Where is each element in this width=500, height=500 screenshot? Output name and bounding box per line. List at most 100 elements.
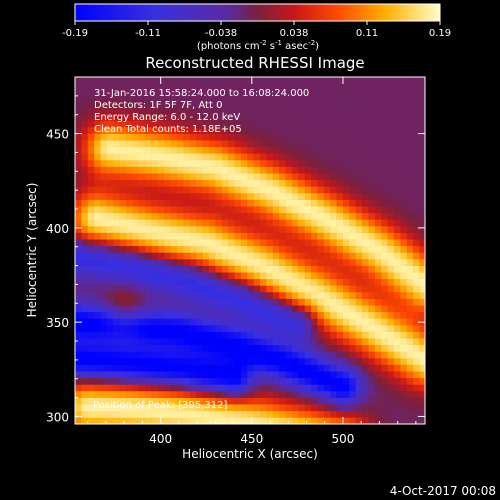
heatmap-cell — [240, 159, 248, 167]
heatmap-cell — [202, 258, 210, 266]
heatmap-cell — [260, 107, 267, 115]
heatmap-cell — [138, 384, 146, 392]
heatmap-cell — [138, 371, 146, 379]
heatmap-cell — [100, 272, 108, 280]
heatmap-cell — [240, 146, 248, 154]
heatmap-cell — [253, 232, 261, 240]
heatmap-cell — [291, 252, 299, 260]
heatmap-cell — [349, 391, 357, 398]
heatmap-cell — [394, 146, 401, 154]
heatmap-cell — [75, 93, 82, 101]
heatmap-cell — [266, 397, 274, 405]
heatmap-cell — [330, 338, 337, 346]
heatmap-cell — [240, 219, 248, 227]
heatmap-cell — [272, 192, 280, 200]
heatmap-cell — [342, 318, 350, 326]
heatmap-cell — [323, 391, 331, 398]
heatmap-cell — [291, 318, 299, 326]
heatmap-cell — [221, 324, 229, 332]
heatmap-cell — [228, 397, 235, 405]
heatmap-cell — [113, 391, 120, 398]
heatmap-cell — [196, 265, 203, 273]
heatmap-cell — [317, 291, 325, 299]
heatmap-cell — [317, 311, 325, 319]
heatmap-cell — [413, 133, 420, 141]
heatmap-cell — [387, 192, 395, 200]
heatmap-cell — [170, 338, 178, 346]
heatmap-cell — [113, 206, 120, 214]
heatmap-cell — [202, 298, 210, 306]
heatmap-cell — [202, 126, 210, 134]
heatmap-cell — [106, 186, 114, 194]
heatmap-cell — [94, 239, 101, 247]
heatmap-cell — [87, 140, 95, 148]
heatmap-cell — [189, 153, 197, 161]
heatmap-cell — [400, 219, 408, 227]
heatmap-cell — [406, 305, 414, 313]
heatmap-cell — [126, 371, 133, 379]
heatmap-cell — [387, 357, 395, 365]
heatmap-cell — [317, 212, 325, 220]
heatmap-cell — [349, 265, 357, 273]
heatmap-cell — [304, 192, 312, 200]
heatmap-cell — [113, 338, 120, 346]
heatmap-cell — [266, 77, 274, 82]
heatmap-cell — [183, 384, 191, 392]
heatmap-cell — [94, 120, 101, 128]
heatmap-cell — [323, 278, 331, 286]
heatmap-cell — [126, 166, 133, 174]
heatmap-cell — [202, 331, 210, 339]
heatmap-cell — [266, 338, 274, 346]
heatmap-cell — [260, 391, 267, 398]
heatmap-cell — [106, 120, 114, 128]
heatmap-cell — [164, 344, 171, 352]
heatmap-cell — [374, 252, 382, 260]
heatmap-cell — [157, 272, 165, 280]
heatmap-cell — [87, 239, 95, 247]
heatmap-cell — [202, 232, 210, 240]
heatmap-cell — [304, 371, 312, 379]
heatmap-cell — [215, 265, 223, 273]
heatmap-cell — [138, 146, 146, 154]
heatmap-cell — [272, 239, 280, 247]
heatmap-cell — [94, 146, 101, 154]
heatmap-cell — [151, 133, 159, 141]
heatmap-cell — [177, 397, 184, 405]
heatmap-cell — [260, 298, 267, 306]
heatmap-cell — [311, 192, 318, 200]
heatmap-cell — [170, 80, 178, 88]
heatmap-cell — [189, 258, 197, 266]
heatmap-cell — [208, 153, 216, 161]
heatmap-cell — [215, 166, 223, 174]
heatmap-cell — [279, 212, 286, 220]
heatmap-cell — [164, 357, 171, 365]
heatmap-cell — [368, 305, 376, 313]
heatmap-cell — [406, 245, 414, 253]
heatmap-cell — [119, 80, 127, 88]
heatmap-cell — [106, 357, 114, 365]
heatmap-cell — [342, 245, 350, 253]
heatmap-cell — [81, 252, 89, 260]
heatmap-cell — [374, 186, 382, 194]
heatmap-cell — [311, 126, 318, 134]
heatmap-cell — [311, 173, 318, 181]
heatmap-cell — [119, 225, 127, 233]
heatmap-cell — [247, 93, 254, 101]
heatmap-cell — [215, 357, 223, 365]
heatmap-cell — [355, 212, 363, 220]
heatmap-cell — [362, 87, 369, 95]
heatmap-cell — [323, 272, 331, 280]
heatmap-cell — [406, 100, 414, 108]
heatmap-cell — [138, 77, 146, 82]
heatmap-cell — [151, 377, 159, 385]
heatmap-cell — [406, 192, 414, 200]
heatmap-cell — [177, 351, 184, 359]
heatmap-cell — [87, 100, 95, 108]
heatmap-cell — [253, 298, 261, 306]
heatmap-cell — [362, 391, 369, 398]
heatmap-cell — [228, 107, 235, 115]
heatmap-cell — [157, 338, 165, 346]
heatmap-cell — [177, 146, 184, 154]
heatmap-cell — [183, 179, 191, 187]
heatmap-cell — [208, 179, 216, 187]
